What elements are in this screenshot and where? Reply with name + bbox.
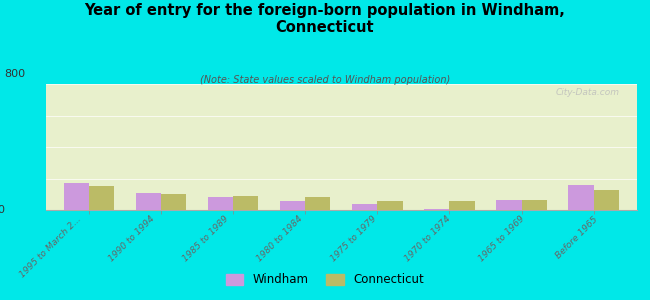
Text: (Note: State values scaled to Windham population): (Note: State values scaled to Windham po…	[200, 75, 450, 85]
Text: 1965 to 1969: 1965 to 1969	[476, 214, 526, 264]
Text: Before 1965: Before 1965	[554, 214, 600, 260]
Bar	[497, 200, 521, 210]
Bar	[352, 204, 377, 210]
Text: 1970 to 1974: 1970 to 1974	[403, 214, 452, 264]
Bar	[306, 197, 330, 210]
Text: 1980 to 1984: 1980 to 1984	[255, 214, 304, 264]
Bar	[208, 197, 233, 210]
Text: 1975 to 1979: 1975 to 1979	[329, 214, 378, 264]
Bar	[64, 183, 89, 210]
Text: 1990 to 1994: 1990 to 1994	[107, 214, 157, 264]
Text: 0: 0	[0, 205, 4, 215]
Text: Year of entry for the foreign-born population in Windham,
Connecticut: Year of entry for the foreign-born popul…	[84, 3, 566, 35]
Legend: Windham, Connecticut: Windham, Connecticut	[221, 269, 429, 291]
Bar	[89, 186, 114, 210]
Bar	[161, 194, 186, 210]
Text: 1995 to March 2...: 1995 to March 2...	[18, 214, 83, 279]
Bar	[569, 185, 593, 210]
Bar	[424, 209, 449, 210]
Text: 1985 to 1989: 1985 to 1989	[181, 214, 230, 264]
Bar	[280, 200, 305, 210]
Bar	[449, 201, 474, 210]
Bar	[377, 200, 402, 210]
Bar	[136, 194, 161, 210]
Text: 800: 800	[4, 69, 25, 79]
Bar	[233, 196, 258, 210]
Bar	[593, 190, 619, 210]
Text: City-Data.com: City-Data.com	[555, 88, 619, 97]
Bar	[521, 200, 547, 210]
